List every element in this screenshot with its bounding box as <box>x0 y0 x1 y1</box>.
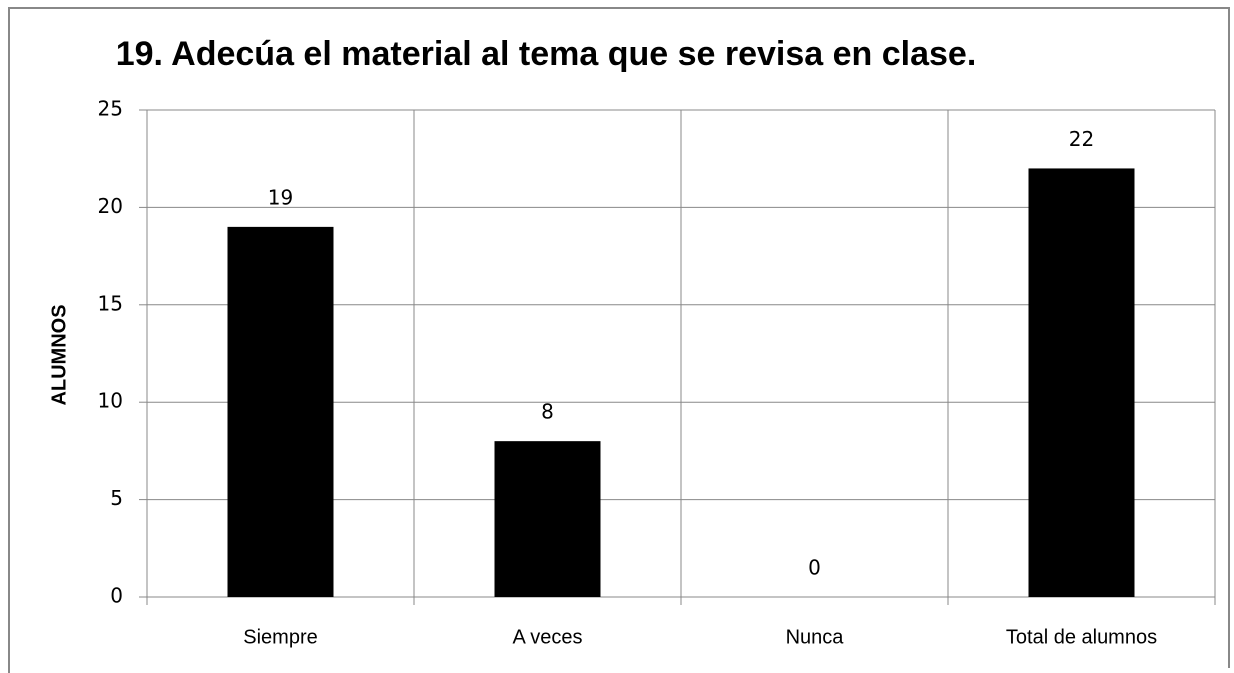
y-axis-label: ALUMNOS <box>48 304 70 405</box>
y-tick-label: 5 <box>110 486 123 510</box>
y-tick-label: 20 <box>98 194 123 218</box>
x-tick-label: Siempre <box>243 626 317 648</box>
bar <box>227 226 334 597</box>
bar <box>494 441 601 597</box>
bar <box>1028 168 1135 597</box>
data-label: 22 <box>1069 127 1094 151</box>
x-tick-label: Total de alumnos <box>1006 626 1157 648</box>
y-tick-label: 10 <box>98 389 123 413</box>
x-tick-label: A veces <box>512 626 582 648</box>
x-tick-label: Nunca <box>786 626 845 648</box>
chart-frame <box>8 7 1230 673</box>
y-tick-label: 0 <box>110 584 123 608</box>
data-label: 8 <box>541 400 554 424</box>
data-label: 0 <box>808 556 821 580</box>
data-label: 19 <box>268 185 293 209</box>
y-tick-label: 25 <box>98 97 123 121</box>
y-tick-label: 15 <box>98 291 123 315</box>
chart-title: 19. Adecúa el material al tema que se re… <box>116 35 977 73</box>
